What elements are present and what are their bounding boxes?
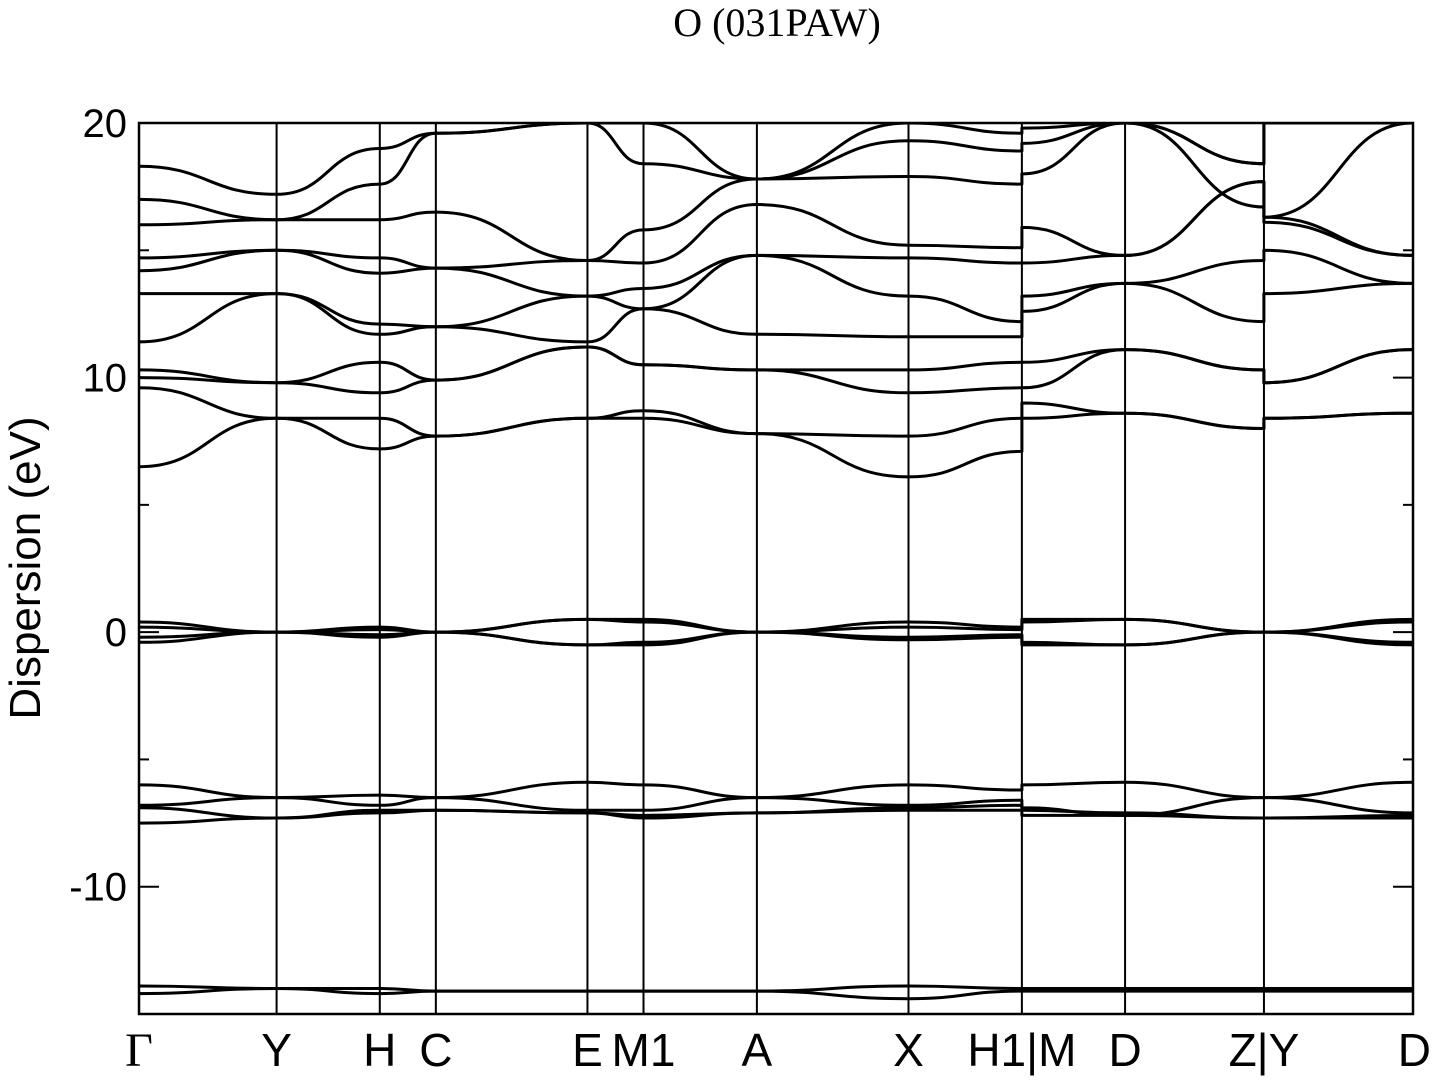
band-18 bbox=[139, 123, 1413, 262]
kpoint-label-7: X bbox=[893, 1024, 924, 1076]
band-3 bbox=[139, 803, 1413, 820]
band-5 bbox=[139, 780, 1413, 800]
kpoint-label-11: D bbox=[1398, 1024, 1431, 1076]
band-13 bbox=[139, 345, 1413, 385]
kpoint-label-3: C bbox=[419, 1024, 452, 1076]
kpoint-divider-lines bbox=[275, 123, 1265, 1014]
plot-frame bbox=[137, 121, 1415, 1016]
kpoint-label-10: Z|Y bbox=[1229, 1024, 1300, 1076]
y-tick-label: 0 bbox=[105, 611, 127, 655]
kpoint-label-1: Y bbox=[261, 1024, 292, 1076]
kpoint-label-9: D bbox=[1108, 1024, 1141, 1076]
band-14 bbox=[139, 281, 1413, 344]
kpoint-label-2: H bbox=[363, 1024, 396, 1076]
y-axis-tick-labels: -10 0 10 20 bbox=[69, 102, 127, 910]
band-16 bbox=[139, 180, 1413, 298]
band-17 bbox=[139, 180, 1413, 270]
band-1 bbox=[139, 987, 1413, 1001]
kpoint-label-5: M1 bbox=[612, 1024, 676, 1076]
band-9 bbox=[139, 617, 1413, 634]
chart-title: O (031PAW) bbox=[673, 0, 881, 45]
kpoint-label-0: Γ bbox=[125, 1024, 153, 1077]
y-tick-label: 10 bbox=[83, 357, 128, 401]
band-11 bbox=[139, 386, 1413, 438]
y-tick-label: -10 bbox=[69, 866, 127, 910]
band-10 bbox=[139, 411, 1413, 479]
kpoint-label-4: E bbox=[572, 1024, 603, 1076]
band-lines bbox=[139, 123, 1413, 1001]
y-tick-label: 20 bbox=[83, 102, 128, 146]
kpoint-labels: Γ Y H C E M1 A X H1|M D Z|Y D bbox=[125, 1024, 1431, 1077]
kpoint-label-8: H1|M bbox=[967, 1024, 1076, 1076]
band-20 bbox=[139, 123, 1413, 196]
kpoint-label-6: A bbox=[742, 1024, 773, 1076]
y-axis-label: Dispersion (eV) bbox=[1, 416, 50, 719]
